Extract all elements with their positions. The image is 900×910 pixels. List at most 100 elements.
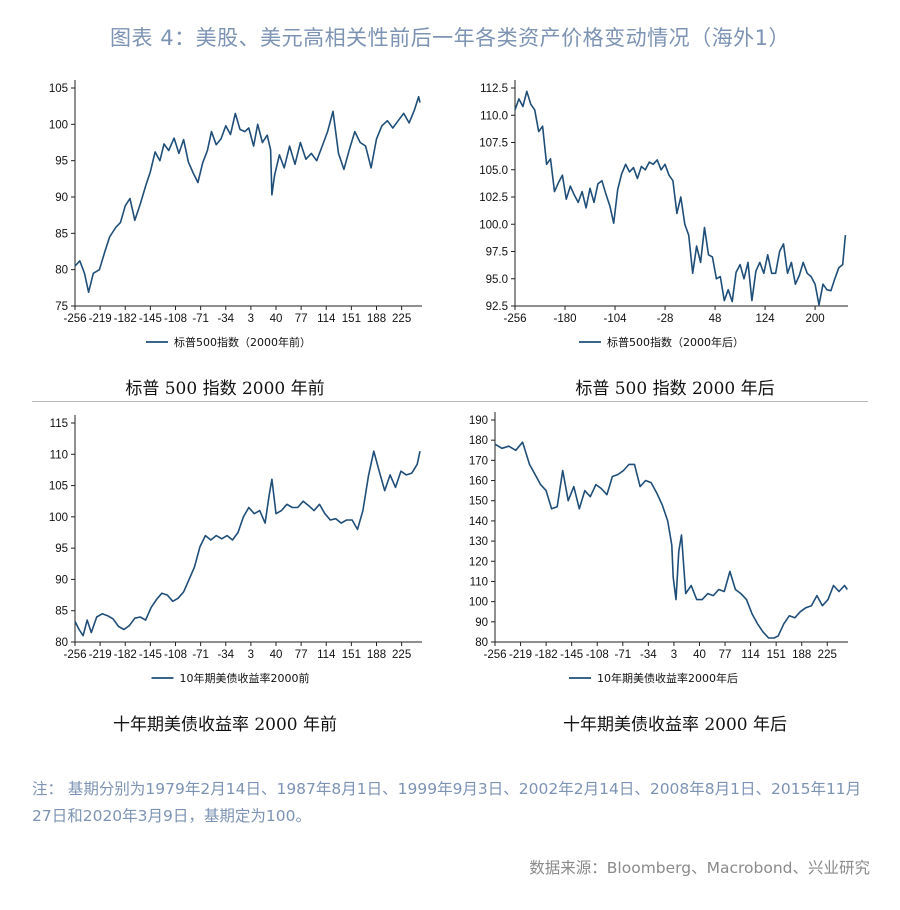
x-tick-label: 3 — [671, 649, 677, 661]
data-source: 数据来源：Bloomberg、Macrobond、兴业研究 — [529, 859, 870, 877]
x-tick-label: -145 — [560, 649, 583, 661]
x-tick-label: 151 — [342, 313, 361, 325]
x-tick-label: 124 — [755, 313, 775, 325]
x-tick-label: -34 — [640, 649, 657, 661]
legend-label: 标普500指数（2000年后） — [607, 335, 744, 349]
figure-title: 图表 4：美股、美元高相关性前后一年各类资产价格变动情况（海外1） — [110, 26, 790, 50]
y-tick-label: 85 — [55, 606, 68, 618]
x-tick-label: -34 — [217, 313, 234, 325]
y-tick-label: 75 — [55, 301, 68, 313]
x-tick-label: -145 — [139, 313, 162, 325]
y-tick-label: 105.0 — [479, 165, 508, 177]
x-tick-label: 188 — [792, 649, 811, 661]
legend-label: 标普500指数（2000年前） — [174, 335, 311, 349]
y-tick-label: 80 — [475, 637, 488, 649]
series-line — [74, 450, 421, 637]
caption-treasury-before-2000: 十年期美债收益率 2000 年前 — [112, 715, 338, 735]
x-tick-label: -182 — [114, 649, 137, 661]
y-tick-label: 100 — [469, 597, 488, 609]
x-tick-label: -256 — [483, 649, 506, 661]
y-tick-label: 160 — [469, 476, 488, 488]
y-tick-label: 115 — [50, 418, 68, 430]
chart-sp500-after-2000: 92.5 95.0 97.5 100.0 102.5 105.0 107.5 110.0 112… — [450, 60, 900, 390]
y-tick-label: 95.0 — [486, 274, 508, 286]
y-tick-label: 90 — [55, 192, 68, 204]
chart-treasury-after-2000: 80 90 100 110 120 130 140 150 160 170 180 190 -256 -2… — [450, 400, 900, 730]
x-tick-label: -256 — [63, 313, 86, 325]
legend-label: 10年期美债收益率2000年后 — [597, 671, 738, 685]
y-tick-label: 92.5 — [486, 301, 508, 313]
x-tick-label: 114 — [317, 649, 336, 661]
y-tick-label: 140 — [469, 516, 488, 528]
x-tick-label: -108 — [586, 649, 609, 661]
chart-plot-treasury-before-2000: 80 85 90 95 100 105 110 115 -256 -219 -182 -145 -108… — [49, 415, 422, 685]
x-tick-label: 225 — [818, 649, 837, 661]
chart-treasury-before-2000: 80 85 90 95 100 105 110 115 -256 -219 -182 -145 -108… — [0, 400, 450, 730]
y-tick-label: 120 — [469, 556, 488, 568]
x-tick-label: -219 — [89, 313, 112, 325]
x-tick-label: -182 — [114, 313, 137, 325]
y-tick-label: 170 — [469, 455, 488, 467]
y-tick-label: 102.5 — [479, 192, 508, 204]
y-tick-label: 110 — [470, 576, 488, 588]
x-tick-label: 200 — [806, 313, 825, 325]
y-tick-label: 150 — [469, 496, 488, 508]
y-tick-label: 80 — [55, 637, 68, 649]
x-tick-label: -71 — [192, 313, 209, 325]
y-tick-label: 85 — [55, 228, 68, 240]
caption-treasury-after-2000: 十年期美债收益率 2000 年后 — [562, 715, 788, 735]
y-tick-label: 90 — [55, 574, 68, 586]
x-tick-label: -104 — [604, 313, 628, 325]
x-tick-label: 40 — [270, 649, 283, 661]
y-tick-label: 105 — [49, 481, 68, 493]
x-tick-label: 40 — [270, 313, 283, 325]
y-tick-label: 95 — [55, 156, 68, 168]
x-tick-label: 188 — [367, 649, 386, 661]
chart-plot-treasury-after-2000: 80 90 100 110 120 130 140 150 160 170 180 190 -256 -2… — [469, 412, 848, 685]
y-tick-label: 130 — [469, 536, 488, 548]
y-tick-label: 180 — [469, 435, 488, 447]
y-tick-label: 90 — [475, 617, 488, 629]
series-line — [74, 95, 421, 293]
x-tick-label: 114 — [317, 313, 336, 325]
footnote: 注： 基期分别为1979年2月14日、1987年8月1日、1999年9月3日、2… — [32, 780, 862, 825]
x-tick-label: -108 — [164, 313, 187, 325]
y-tick-label: 100.0 — [479, 219, 508, 231]
x-tick-label: -182 — [535, 649, 558, 661]
x-tick-label: -28 — [657, 313, 674, 325]
x-tick-label: 188 — [367, 313, 386, 325]
chart-sp500-before-2000: 75 80 85 90 95 100 105 -256 -219 -182 -145 -108 -71-… — [0, 60, 450, 390]
x-tick-label: -219 — [89, 649, 112, 661]
x-tick-label: 151 — [767, 649, 786, 661]
x-tick-label: -256 — [63, 649, 86, 661]
y-tick-label: 190 — [469, 415, 488, 427]
x-tick-label: 114 — [741, 649, 760, 661]
x-tick-label: 151 — [342, 649, 361, 661]
x-tick-label: -34 — [217, 649, 234, 661]
x-tick-label: 225 — [392, 649, 411, 661]
x-tick-label: -180 — [554, 313, 577, 325]
y-tick-label: 110.0 — [480, 110, 508, 122]
caption-sp500-before-2000: 标普 500 指数 2000 年前 — [125, 379, 325, 399]
x-tick-label: 77 — [719, 649, 732, 661]
x-tick-label: 225 — [392, 313, 411, 325]
y-tick-label: 95 — [55, 543, 68, 555]
x-tick-label: -256 — [503, 313, 526, 325]
chart-plot-sp500-after-2000: 92.5 95.0 97.5 100.0 102.5 105.0 107.5 110.0 112… — [479, 80, 848, 349]
x-tick-label: -219 — [509, 649, 532, 661]
caption-sp500-after-2000: 标普 500 指数 2000 年后 — [575, 379, 775, 399]
x-tick-label: 48 — [709, 313, 722, 325]
x-tick-label: -71 — [192, 649, 209, 661]
x-tick-label: -71 — [614, 649, 631, 661]
x-tick-label: 3 — [248, 649, 254, 661]
x-tick-label: 40 — [693, 649, 706, 661]
x-tick-label: 77 — [295, 649, 308, 661]
y-tick-label: 100 — [49, 119, 68, 131]
x-tick-label: 77 — [295, 313, 308, 325]
y-tick-label: 97.5 — [486, 247, 508, 259]
y-tick-label: 110 — [50, 449, 68, 461]
y-tick-label: 80 — [55, 265, 68, 277]
legend-label: 10年期美债收益率2000前 — [180, 671, 310, 685]
series-line — [514, 90, 847, 306]
y-tick-label: 107.5 — [479, 138, 508, 150]
